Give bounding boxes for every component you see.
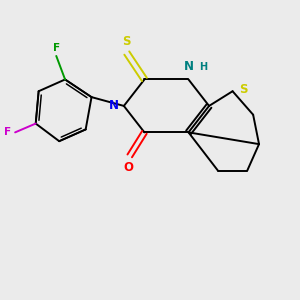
Text: H: H: [199, 62, 207, 72]
Text: S: S: [239, 83, 248, 96]
Text: O: O: [123, 161, 133, 174]
Text: F: F: [53, 43, 60, 53]
Text: F: F: [4, 128, 11, 137]
Text: N: N: [109, 99, 118, 112]
Text: S: S: [122, 35, 131, 48]
Text: N: N: [184, 60, 194, 73]
